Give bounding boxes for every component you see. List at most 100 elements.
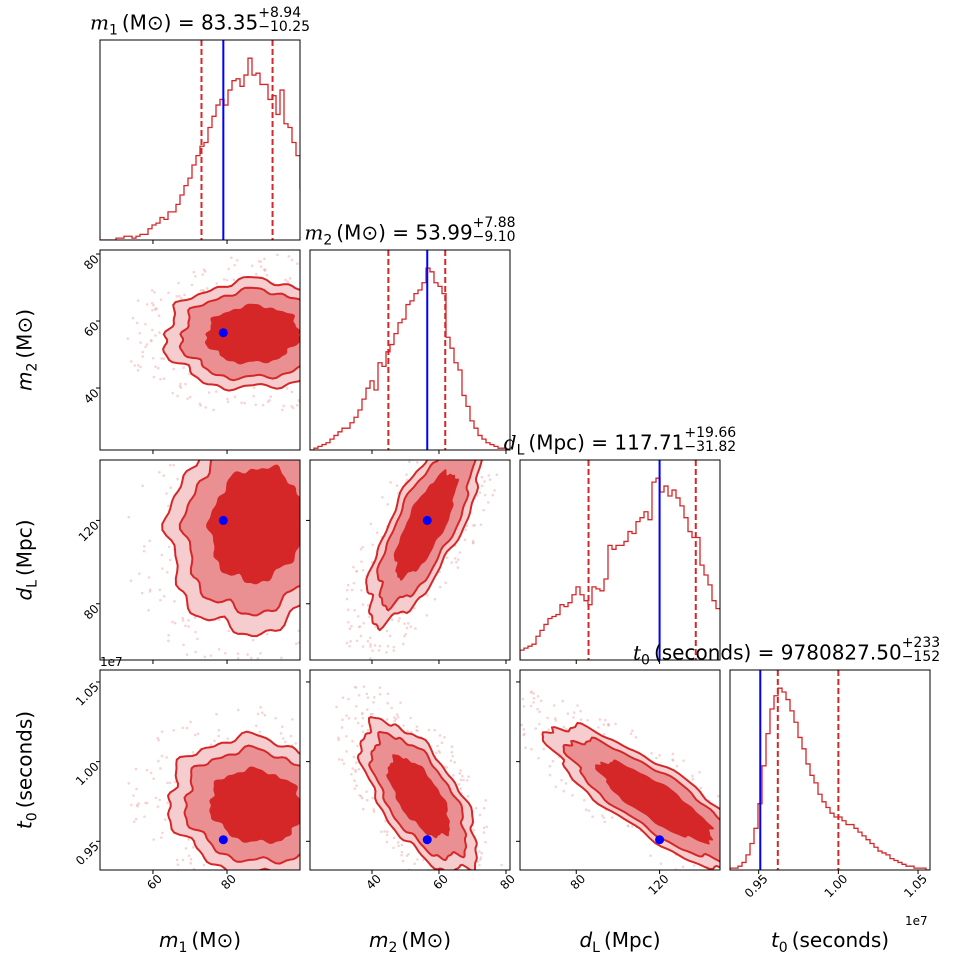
sample-point [324,384,327,387]
sample-point [329,324,332,327]
sample-point [378,341,381,344]
sample-point [464,872,467,875]
sample-point [572,711,576,714]
sample-point [365,798,369,802]
sample-point [229,902,232,905]
sample-point [459,443,462,446]
panel-content [126,253,381,412]
sample-point [473,524,476,527]
sample-point [331,280,334,283]
sample-point [339,773,342,776]
sample-point [351,739,354,743]
sample-point [312,846,315,849]
sample-point [172,463,175,467]
sample-point [438,585,442,589]
sample-point [182,455,185,458]
sample-point [464,528,467,532]
panel-frame [519,669,721,871]
y-tick-label: 1.00 [73,760,102,789]
sample-point [159,377,162,381]
sample-point [279,732,283,735]
sample-point [274,899,277,902]
sample-point [167,633,170,637]
y-tick-label: 1.05 [73,680,102,709]
sample-point [361,568,365,572]
param-symbol: m [158,928,179,952]
sample-point [302,637,305,640]
sample-point [209,654,213,657]
sample-point [353,878,356,881]
sample-point [384,819,387,823]
title-errors: +233 −152 [902,636,940,664]
sample-point [291,718,294,721]
sample-point [354,845,357,848]
sample-point [736,814,739,817]
sample-point [375,531,379,534]
sample-point [194,274,197,278]
x-tick-label: 80 [568,872,589,893]
sample-point [160,357,163,360]
sample-point [773,847,776,850]
sample-point [306,356,309,359]
sample-point [270,673,273,676]
sample-point [730,834,733,837]
sample-point [306,900,309,903]
sample-point [440,741,444,745]
sample-point [780,855,783,858]
sample-point [397,619,400,623]
sample-point [343,830,346,833]
sample-point [361,807,365,811]
sample-point [450,751,454,754]
sample-point [489,407,492,410]
sample-point [753,850,756,853]
sample-point [343,280,346,283]
sample-point [357,767,361,771]
sample-point [286,434,289,437]
sample-point [534,727,538,730]
sample-point [532,696,536,700]
sample-point [770,895,773,898]
sample-point [157,738,160,742]
sample-point [479,871,482,874]
sample-point [552,704,556,707]
sample-point [414,627,417,630]
sample-point [742,826,745,829]
sample-point [504,697,507,700]
sample-point [743,872,746,875]
contour-panel-2-3: 80 120 [504,669,783,898]
sample-point [446,410,449,413]
sample-point [288,277,292,280]
sample-point [371,796,374,800]
sample-point [239,674,242,677]
sample-point [351,830,354,833]
sample-point [290,405,293,408]
sample-point [181,616,185,620]
sample-point [372,335,375,338]
sample-point [370,861,373,864]
sample-point [169,558,172,562]
sample-point [762,893,765,896]
sample-point [190,283,194,287]
sample-point [455,560,458,564]
sample-point [655,756,658,760]
sample-point [135,321,139,325]
param-unit: (M⊙) [397,928,452,952]
sample-point [350,624,353,628]
sample-point [463,538,467,542]
sample-point [368,341,371,344]
sample-point [400,853,403,857]
sample-point [201,273,205,276]
sample-point [361,603,365,606]
sample-point [538,722,541,726]
sample-point [233,263,237,267]
sample-point [163,818,167,821]
sample-point [181,619,185,622]
sample-point [316,367,319,370]
contour-inner [386,754,450,839]
sample-point [248,874,251,877]
sample-point [184,382,187,386]
sample-point [433,597,437,601]
sample-point [417,457,420,460]
sample-point [692,864,696,867]
sample-point [258,730,262,734]
